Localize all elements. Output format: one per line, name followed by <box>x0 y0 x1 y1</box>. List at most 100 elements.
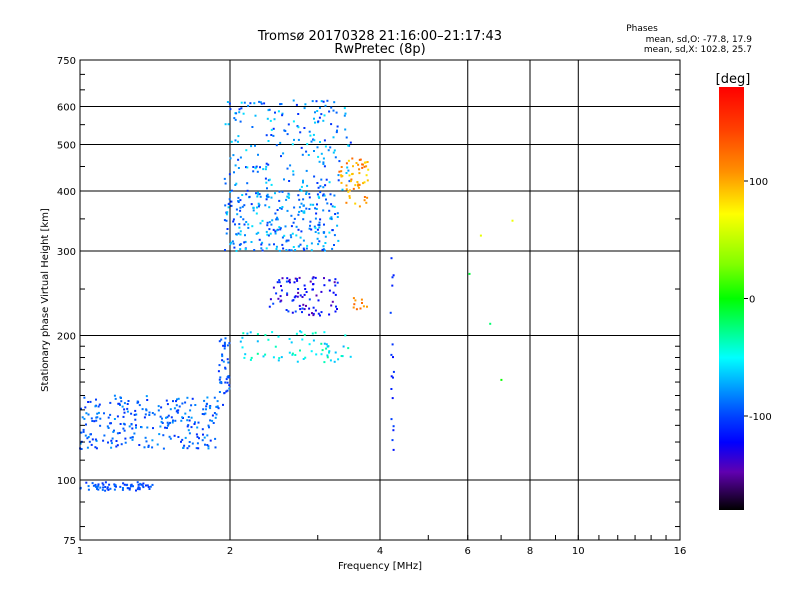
data-point <box>148 488 151 490</box>
data-point <box>298 276 301 279</box>
data-point <box>349 141 352 144</box>
data-point <box>142 486 145 489</box>
data-point <box>234 164 237 167</box>
data-point <box>348 189 351 192</box>
data-point <box>278 281 281 284</box>
data-point <box>237 135 240 138</box>
data-point <box>251 225 254 228</box>
data-point <box>365 165 368 168</box>
data-point <box>308 307 311 310</box>
data-point <box>489 322 492 325</box>
data-point <box>180 419 183 422</box>
data-point <box>277 297 280 300</box>
data-point <box>302 204 305 207</box>
data-point <box>358 183 361 186</box>
data-point <box>300 146 303 149</box>
x-tick-label: 2 <box>227 546 233 557</box>
data-point <box>97 488 100 491</box>
data-point <box>309 280 312 283</box>
colorbar-label: [deg] <box>716 72 751 87</box>
data-point <box>392 429 395 432</box>
data-point <box>267 163 270 166</box>
y-tick-label: 100 <box>57 476 76 487</box>
data-point <box>292 221 295 224</box>
data-point <box>281 114 284 117</box>
data-point <box>293 217 296 220</box>
data-point <box>323 284 326 287</box>
data-point <box>193 423 196 425</box>
data-point <box>310 350 313 353</box>
data-point <box>332 136 335 139</box>
data-point <box>137 483 140 486</box>
data-point <box>240 107 243 110</box>
data-point <box>186 396 189 399</box>
data-point <box>94 485 97 488</box>
data-point <box>334 293 337 296</box>
data-point <box>246 182 249 185</box>
data-point <box>220 338 223 341</box>
data-point <box>113 394 116 397</box>
data-point <box>347 169 350 172</box>
data-point <box>323 361 326 364</box>
data-point <box>263 102 266 105</box>
data-point <box>279 295 282 298</box>
data-point <box>96 412 99 415</box>
data-point <box>230 140 233 143</box>
data-point <box>230 189 233 192</box>
data-point <box>314 121 316 124</box>
data-point <box>267 195 270 198</box>
data-point <box>306 143 309 146</box>
data-point <box>305 191 308 194</box>
data-point <box>328 209 331 212</box>
data-point <box>323 223 325 226</box>
data-point <box>280 285 282 287</box>
data-point <box>265 181 268 184</box>
data-point <box>330 106 333 109</box>
data-point <box>286 167 289 170</box>
data-point <box>322 245 325 248</box>
data-point <box>298 206 301 209</box>
data-point <box>187 416 190 418</box>
data-point <box>331 247 334 250</box>
data-point <box>85 481 88 484</box>
data-point <box>354 184 357 187</box>
data-point <box>269 232 272 235</box>
data-point <box>314 231 317 233</box>
data-point <box>392 376 394 379</box>
data-point <box>107 488 110 491</box>
data-point <box>256 333 259 336</box>
data-point <box>302 198 305 201</box>
data-point <box>110 446 113 449</box>
data-point <box>259 166 261 169</box>
data-point <box>349 180 352 183</box>
data-point <box>197 421 200 424</box>
data-point <box>278 357 281 360</box>
data-point <box>205 402 208 405</box>
data-point <box>332 291 335 294</box>
data-point <box>310 242 313 245</box>
data-point <box>226 358 229 361</box>
data-point <box>300 202 303 205</box>
data-point <box>312 138 315 141</box>
data-point <box>303 293 306 296</box>
colorbar <box>719 87 744 510</box>
data-point <box>157 405 160 408</box>
data-point <box>334 213 337 215</box>
data-point <box>288 338 291 340</box>
data-point <box>113 488 116 491</box>
data-point <box>267 109 270 112</box>
data-point <box>234 184 237 186</box>
data-point <box>266 117 269 120</box>
data-point <box>243 241 246 244</box>
data-point <box>110 439 113 442</box>
data-point <box>238 108 241 111</box>
data-point <box>135 424 137 427</box>
data-point <box>226 389 229 392</box>
data-point <box>365 201 368 204</box>
data-point <box>337 239 340 242</box>
data-point <box>190 416 193 419</box>
data-point <box>308 130 311 133</box>
data-point <box>303 249 306 251</box>
data-point <box>102 483 105 486</box>
data-point <box>265 198 268 201</box>
